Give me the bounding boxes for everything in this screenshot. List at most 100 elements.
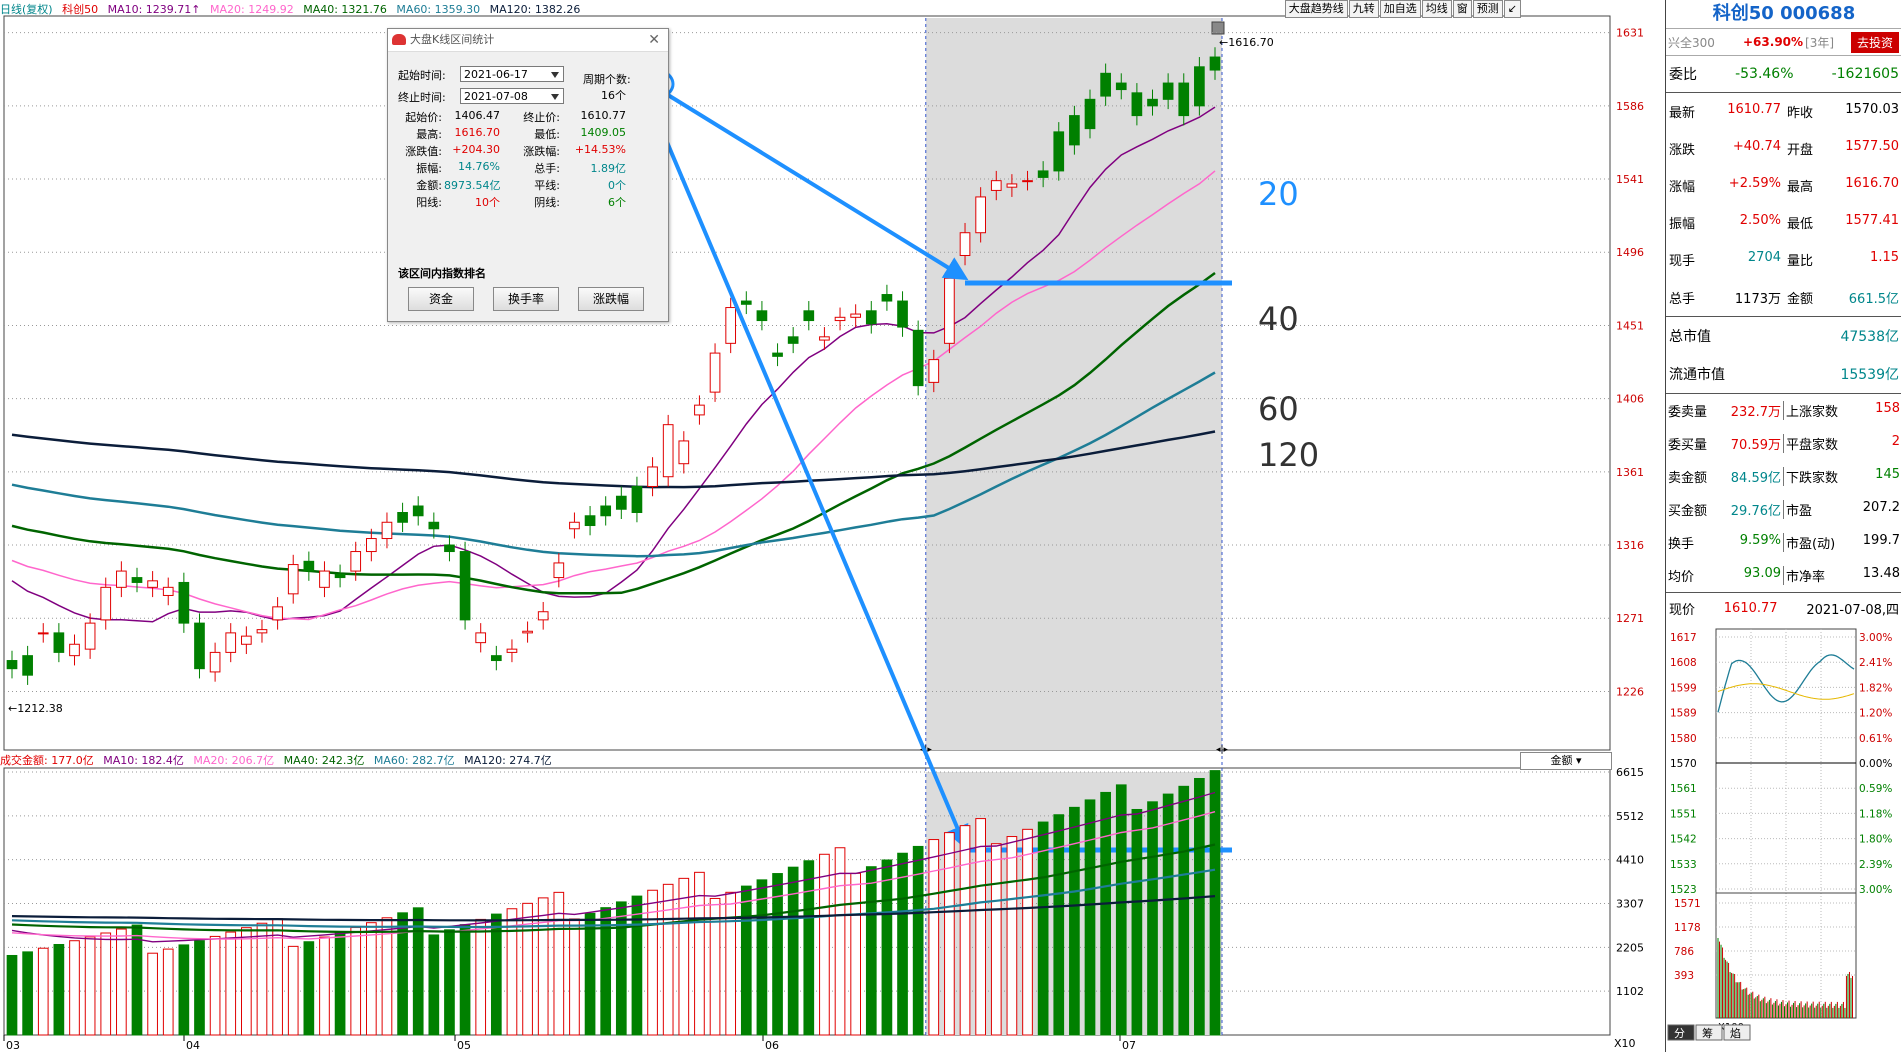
toolbar-back-icon[interactable]: ↙ (1503, 0, 1521, 18)
rank-change-button[interactable]: 涨跌幅 (578, 287, 644, 311)
vol-indicator-label: 金额 (1550, 754, 1573, 767)
candle-body (350, 551, 362, 572)
quote-value: 1610.77 (1727, 102, 1781, 117)
candle (256, 619, 268, 643)
candle (209, 642, 221, 682)
volume-bar (1006, 836, 1018, 1036)
candle-body (1069, 115, 1080, 146)
volume-bar (725, 891, 737, 1036)
candle (241, 626, 252, 655)
dialog-header: 大盘K线区间统计 ✕ (388, 29, 668, 52)
rank-turnover-button[interactable]: 换手率 (493, 287, 559, 311)
toolbar-predict[interactable]: 预测 (1472, 0, 1503, 18)
rank-funds-button[interactable]: 资金 (408, 287, 474, 311)
float-cap-label: 流通市值 (1669, 367, 1725, 383)
compare-index: 兴全300 (1668, 35, 1715, 50)
volume-bar (787, 866, 799, 1036)
depth-key: 买金额 (1668, 504, 1708, 519)
depth-value: 2 (1891, 434, 1900, 449)
price-legend: 日线(复权) 科创50 MA10: 1239.71↑ MA20: 1249.92… (0, 2, 586, 18)
toolbar-ma[interactable]: 均线 (1421, 0, 1452, 18)
end-date-select[interactable]: 2021-07-08 (460, 88, 564, 104)
candle (1147, 89, 1158, 116)
mini-left-tick: 1570 (1670, 758, 1697, 770)
depth-key: 上涨家数 (1786, 405, 1839, 420)
price-tick-label: 1361 (1616, 466, 1644, 479)
depth-value: 232.7万 (1730, 405, 1781, 420)
quote-key: 现手 (1669, 254, 1696, 269)
volume-bar (1053, 814, 1065, 1036)
volume-bar (1131, 808, 1143, 1036)
volume-bar (897, 852, 908, 1036)
toolbar-window[interactable]: 窗 (1452, 0, 1472, 18)
vol-indicator-select[interactable]: 金额 ▾ (1520, 752, 1612, 770)
volume-bar (662, 883, 674, 1036)
toolbar-jiuzhuan[interactable]: 九转 (1348, 0, 1379, 18)
candle-body (928, 359, 940, 383)
candle-body (1194, 66, 1205, 107)
vol-tick-label: 4410 (1616, 854, 1644, 867)
month-label: 07 (1122, 1039, 1136, 1052)
volume-bar (194, 940, 205, 1036)
range-end-handle: ◂|▸ (1216, 745, 1229, 755)
stat-value: 1616.70 (454, 126, 501, 139)
candle (397, 502, 408, 533)
compare-pct: +63.90% (1743, 35, 1804, 49)
compare-row: 兴全300 +63.90% [3年] 去投资 (1666, 29, 1901, 56)
candle-body (490, 655, 502, 662)
ma10-legend: MA10: 1239.71↑ (107, 3, 201, 16)
candle (1006, 174, 1018, 197)
vol-ma40-line (11, 843, 1216, 934)
candle (506, 639, 518, 663)
volume-bar (412, 907, 424, 1036)
mini-tab-0 (1667, 1024, 1695, 1041)
toolbar-trend[interactable]: 大盘趋势线 (1284, 0, 1348, 18)
candle-body (131, 577, 143, 583)
candle (944, 268, 955, 354)
quote-key: 最新 (1669, 106, 1696, 121)
candle-body (819, 336, 830, 341)
volume-bar (1178, 785, 1190, 1036)
candle (569, 512, 580, 539)
weibi-label: 委比 (1669, 67, 1697, 83)
depth-key: 下跌家数 (1786, 471, 1839, 486)
intraday-chart[interactable]: 1617 3.00% 1608 2.41% 1599 1.82% 1589 1.20% 1580… (1666, 623, 1901, 1041)
candle (6, 650, 18, 679)
candle-body (740, 300, 752, 305)
range-stats-dialog[interactable]: 大盘K线区间统计 ✕ 起始时间: 2021-06-17 终止时间: 2021-0… (387, 28, 669, 322)
kline-chart[interactable]: ◂|▸◂|▸1631158615411496145114061361131612… (0, 0, 1665, 1052)
candle (412, 496, 424, 526)
candle (881, 284, 893, 311)
ma10-line (11, 106, 1216, 623)
candle-body (365, 538, 377, 553)
candle-body (381, 521, 393, 540)
candle-body (850, 313, 862, 318)
invest-button[interactable]: 去投资 (1850, 31, 1899, 53)
candle-body (272, 606, 283, 621)
quote-key: 振幅 (1669, 217, 1696, 232)
stat-key: 最高: (416, 128, 442, 141)
candle (600, 496, 612, 526)
mini-price-row: 现价 1610.77 2021-07-08,四 (1666, 593, 1901, 623)
volume-bar (1069, 806, 1080, 1036)
depth-row: 换手 9.59% 市盈(动) 199.7 (1666, 526, 1901, 559)
candle-body (22, 655, 33, 676)
stat-key: 阳线: (416, 196, 442, 209)
close-icon[interactable]: ✕ (648, 32, 660, 48)
mini-price-line (1717, 654, 1855, 713)
toolbar-add-favorite[interactable]: 加自选 (1379, 0, 1421, 18)
period-value: 16个 (601, 89, 626, 102)
candle-body (1022, 180, 1033, 183)
candle-body (428, 521, 440, 530)
candle (428, 512, 440, 539)
candle (1209, 47, 1221, 80)
volume-bar (6, 954, 18, 1036)
quote-value: 1577.50 (1845, 139, 1899, 154)
candle (709, 343, 721, 402)
start-date-select[interactable]: 2021-06-17 (460, 66, 564, 82)
dialog-title: 大盘K线区间统计 (410, 33, 495, 46)
vol-ma60-line (11, 868, 1216, 929)
candle-body (756, 310, 768, 322)
candle (631, 476, 643, 523)
candle (1069, 105, 1080, 155)
